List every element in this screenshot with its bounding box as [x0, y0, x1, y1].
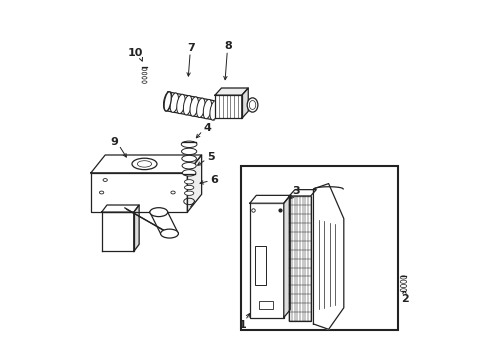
- Ellipse shape: [171, 191, 175, 194]
- Ellipse shape: [181, 141, 197, 148]
- Ellipse shape: [203, 99, 211, 119]
- Polygon shape: [91, 173, 187, 212]
- Ellipse shape: [184, 191, 193, 195]
- Ellipse shape: [400, 284, 406, 288]
- Ellipse shape: [246, 98, 257, 112]
- Text: 5: 5: [206, 152, 214, 162]
- Ellipse shape: [182, 156, 196, 162]
- Ellipse shape: [249, 100, 255, 109]
- Polygon shape: [249, 195, 290, 203]
- Polygon shape: [313, 184, 343, 329]
- Text: 2: 2: [401, 294, 408, 304]
- Ellipse shape: [142, 68, 147, 71]
- Ellipse shape: [209, 101, 218, 120]
- Ellipse shape: [400, 276, 406, 279]
- Polygon shape: [215, 88, 248, 95]
- Ellipse shape: [400, 280, 406, 283]
- Ellipse shape: [184, 180, 193, 184]
- Bar: [249, 203, 283, 318]
- Ellipse shape: [400, 289, 406, 292]
- Ellipse shape: [181, 148, 196, 155]
- Polygon shape: [134, 205, 139, 251]
- Text: 7: 7: [186, 43, 194, 53]
- Ellipse shape: [196, 98, 204, 117]
- Text: 3: 3: [292, 186, 300, 196]
- Ellipse shape: [103, 179, 107, 181]
- Polygon shape: [283, 195, 290, 318]
- Polygon shape: [242, 88, 248, 118]
- Text: 1: 1: [238, 320, 246, 330]
- Polygon shape: [102, 212, 134, 251]
- Ellipse shape: [190, 97, 198, 116]
- Ellipse shape: [142, 81, 147, 84]
- Text: 9: 9: [110, 138, 118, 148]
- Ellipse shape: [137, 161, 151, 167]
- Ellipse shape: [160, 229, 178, 238]
- Text: 4: 4: [203, 123, 210, 133]
- Polygon shape: [102, 205, 139, 212]
- Polygon shape: [288, 190, 316, 196]
- Text: 6: 6: [210, 175, 218, 185]
- Bar: [288, 196, 310, 321]
- Ellipse shape: [170, 93, 178, 112]
- Ellipse shape: [182, 170, 196, 176]
- Ellipse shape: [176, 94, 185, 114]
- Ellipse shape: [164, 92, 171, 111]
- Polygon shape: [215, 95, 242, 118]
- Ellipse shape: [142, 77, 147, 79]
- Ellipse shape: [182, 162, 196, 169]
- Bar: [258, 301, 272, 309]
- Ellipse shape: [142, 72, 147, 75]
- Ellipse shape: [163, 92, 172, 111]
- Ellipse shape: [149, 208, 167, 217]
- Bar: [241, 166, 397, 330]
- Polygon shape: [91, 155, 201, 173]
- Ellipse shape: [132, 158, 157, 170]
- Bar: [255, 246, 265, 285]
- Polygon shape: [187, 155, 201, 212]
- Ellipse shape: [184, 185, 193, 190]
- Ellipse shape: [183, 95, 191, 115]
- Text: 10: 10: [127, 48, 143, 58]
- Text: 8: 8: [224, 41, 232, 51]
- Polygon shape: [149, 212, 178, 234]
- Ellipse shape: [99, 191, 103, 194]
